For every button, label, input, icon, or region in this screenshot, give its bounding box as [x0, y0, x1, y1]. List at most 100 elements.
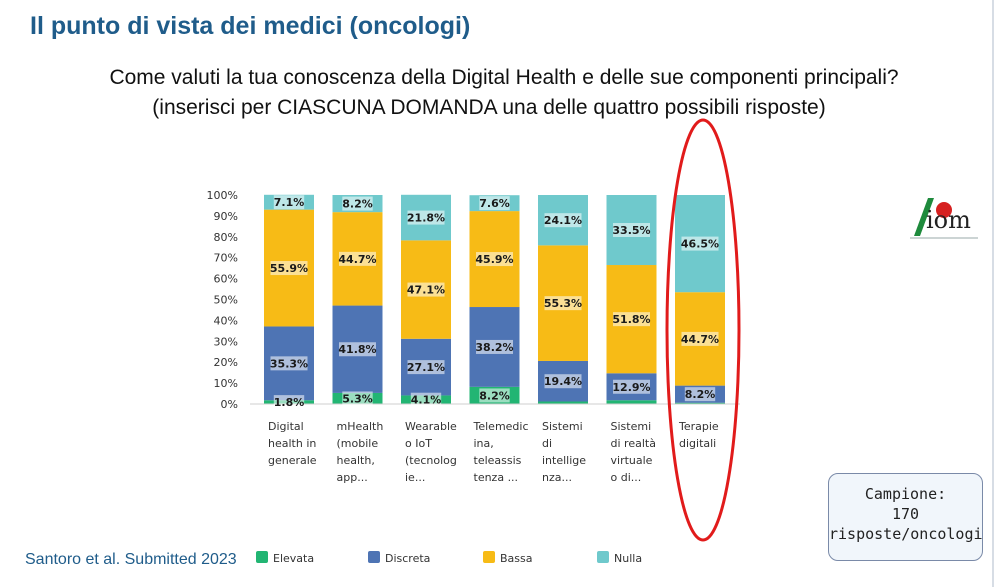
data-label-bg — [407, 282, 445, 297]
question-line-1: Come valuti la tua conoscenza della Digi… — [109, 66, 899, 89]
data-label-bg — [479, 388, 510, 403]
data-label: 51.8% — [612, 313, 650, 326]
y-tick-label: 40% — [214, 314, 238, 327]
data-label: 7.1% — [274, 196, 305, 209]
data-label: 19.4% — [544, 375, 582, 388]
category-label: Terapie — [678, 420, 719, 433]
y-tick-label: 80% — [214, 231, 238, 244]
data-label-bg — [407, 360, 445, 375]
data-label: 33.5% — [612, 224, 650, 237]
y-axis: 0% 10% 20% 30% 40% 50% 60% 70% 80% 90% 100% — [207, 189, 238, 411]
data-label: 8.2% — [342, 198, 373, 211]
data-label: 41.8% — [338, 343, 376, 356]
data-label-bg — [273, 195, 305, 210]
logo-red-dot — [936, 202, 952, 218]
y-tick-label: 20% — [214, 356, 238, 369]
data-label: 47.1% — [407, 284, 445, 297]
sample-unit: risposte/oncologi — [829, 525, 983, 543]
category-label: app... — [337, 471, 368, 484]
legend-swatch-bassa — [483, 551, 495, 563]
category-labels: Digital health in generale mHealth (mobile he… — [268, 420, 719, 484]
highlight-ellipse-shape — [665, 118, 741, 542]
category-label: nza... — [542, 471, 572, 484]
category-label: health, — [337, 454, 375, 467]
category-label: Digital — [268, 420, 304, 433]
category-label: tenza ... — [474, 471, 519, 484]
category-label: (tecnolog — [405, 454, 457, 467]
data-label-bg — [339, 251, 376, 266]
legend-label: Nulla — [614, 552, 642, 565]
data-label: 8.2% — [685, 388, 716, 401]
category-label: mHealth — [337, 420, 384, 433]
category-label: Sistemi — [542, 420, 583, 433]
data-label-bg — [613, 312, 650, 327]
data-label: 24.1% — [544, 214, 582, 227]
slide-title: Il punto di vista dei medici (oncologi) — [30, 12, 471, 40]
data-label-bg — [407, 210, 445, 225]
category-label: Wearable — [405, 420, 457, 433]
data-label-bg — [613, 379, 650, 394]
question-line-2: (inserisci per CIASCUNA DOMANDA una dell… — [152, 96, 826, 119]
legend-swatch-discreta — [368, 551, 380, 563]
legend: Elevata Discreta Bassa Nulla — [256, 551, 642, 565]
category-label: generale — [268, 454, 317, 467]
legend-label: Elevata — [273, 552, 314, 565]
category-label: o IoT — [405, 437, 432, 450]
data-label: 38.2% — [475, 341, 513, 354]
data-label: 44.7% — [338, 253, 376, 266]
data-label: 46.5% — [681, 238, 719, 251]
data-label: 55.3% — [544, 297, 582, 310]
legend-swatch-elevata — [256, 551, 268, 563]
slide-edge — [992, 0, 994, 587]
y-tick-label: 50% — [214, 294, 238, 307]
data-label: 27.1% — [407, 361, 445, 374]
category-label: ie... — [405, 471, 425, 484]
category-label: intellige — [542, 454, 586, 467]
category-label: virtuale — [611, 454, 653, 467]
data-label-bg — [476, 339, 513, 354]
category-label: teleassis — [474, 454, 522, 467]
data-label: 5.3% — [342, 392, 373, 405]
data-label: 35.3% — [270, 357, 308, 370]
category-label: digitali — [679, 437, 716, 450]
data-labels: 1.8% 35.3% 55.9% 7.1% 5.3% 41.8% 44.7% 8.2% 4.1%… — [270, 195, 719, 410]
y-tick-label: 60% — [214, 273, 238, 286]
sample-value: 170 — [891, 505, 920, 523]
y-tick-label: 90% — [214, 210, 238, 223]
y-tick-label: 10% — [214, 377, 238, 390]
data-label-bg — [339, 342, 376, 357]
data-label-bg — [479, 196, 510, 211]
sample-box: Campione: 170 risposte/oncologi — [828, 473, 983, 561]
data-label-bg — [544, 374, 582, 389]
category-label: Sistemi — [611, 420, 652, 433]
data-label-bg — [544, 296, 582, 311]
data-label-bg — [544, 213, 582, 228]
category-label: ina, — [474, 437, 494, 450]
data-label: 8.2% — [479, 389, 510, 402]
y-tick-label: 30% — [214, 335, 238, 348]
legend-label: Bassa — [500, 552, 533, 565]
legend-swatch-nulla — [597, 551, 609, 563]
sample-label: Campione: — [864, 485, 947, 503]
logo-green-stroke — [914, 198, 934, 236]
data-label-bg — [681, 236, 719, 251]
category-label: o di... — [611, 471, 642, 484]
category-label: di — [542, 437, 552, 450]
y-tick-label: 70% — [214, 252, 238, 265]
logo-letters: iom — [926, 206, 971, 234]
data-label-bg — [684, 387, 716, 402]
data-label-bg — [273, 395, 305, 410]
data-label-bg — [342, 391, 373, 406]
data-label-bg — [410, 392, 442, 407]
legend-label: Discreta — [385, 552, 430, 565]
citation: Santoro et al. Submitted 2023 — [25, 551, 237, 568]
data-label-bg — [270, 261, 308, 276]
data-label-bg — [342, 196, 373, 211]
category-label: di realtà — [611, 437, 656, 450]
highlight-ellipse — [665, 118, 741, 542]
data-label-bg — [270, 356, 308, 371]
data-label-bg — [681, 331, 719, 346]
data-label: 45.9% — [475, 253, 513, 266]
data-label: 21.8% — [407, 212, 445, 225]
